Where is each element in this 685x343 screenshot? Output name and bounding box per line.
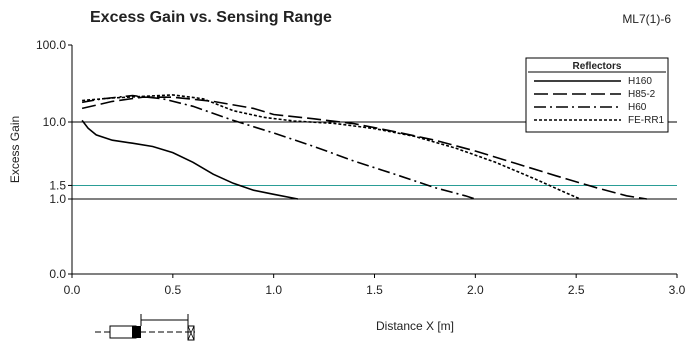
x-tick-label: 1.0 bbox=[265, 283, 282, 297]
x-tick-label: 3.0 bbox=[669, 283, 685, 297]
y-tick-label: 100.0 bbox=[36, 38, 66, 52]
series-line-h160 bbox=[81, 119, 299, 200]
legend-label: H160 bbox=[628, 76, 652, 87]
y-tick-label: 1.0 bbox=[49, 192, 66, 206]
chart-title: Excess Gain vs. Sensing Range bbox=[90, 9, 332, 26]
y-tick-label: 10.0 bbox=[43, 115, 67, 129]
x-tick-label: 1.5 bbox=[366, 283, 383, 297]
reflector-hatch bbox=[187, 325, 195, 341]
axis-labels: Distance X [m] Excess Gain bbox=[8, 116, 454, 333]
legend-title: Reflectors bbox=[573, 61, 622, 72]
series-lines bbox=[81, 94, 647, 200]
x-tick-label: 0.0 bbox=[64, 283, 81, 297]
series-line-h85-2 bbox=[81, 96, 647, 200]
gridlines bbox=[72, 121, 677, 200]
sensor-diagram-icon bbox=[95, 314, 195, 341]
reflector bbox=[187, 325, 195, 341]
model-number: ML7(1)-6 bbox=[622, 12, 671, 26]
series-line-h60 bbox=[81, 94, 476, 200]
x-axis-label: Distance X [m] bbox=[376, 319, 454, 333]
legend-label: H85-2 bbox=[628, 89, 656, 100]
legend: Reflectors H160 H85-2 H60 FE-RR1 bbox=[525, 57, 669, 133]
x-tick-label: 2.0 bbox=[467, 283, 484, 297]
y-tick-label: 0.0 bbox=[49, 267, 66, 281]
sensor-lens bbox=[132, 326, 141, 338]
x-tick-label: 0.5 bbox=[164, 283, 181, 297]
legend-label: H60 bbox=[628, 102, 647, 113]
axes: 100.010.01.51.00.00.0 0.5 1.0 1.5 2.0 2.5 3.0 bbox=[36, 38, 685, 297]
y-tick-label: 1.5 bbox=[49, 178, 66, 192]
y-axis-label: Excess Gain bbox=[8, 116, 22, 183]
x-tick-label: 2.5 bbox=[568, 283, 585, 297]
legend-label: FE-RR1 bbox=[628, 115, 665, 126]
series-line-fe-rr1 bbox=[82, 94, 581, 200]
